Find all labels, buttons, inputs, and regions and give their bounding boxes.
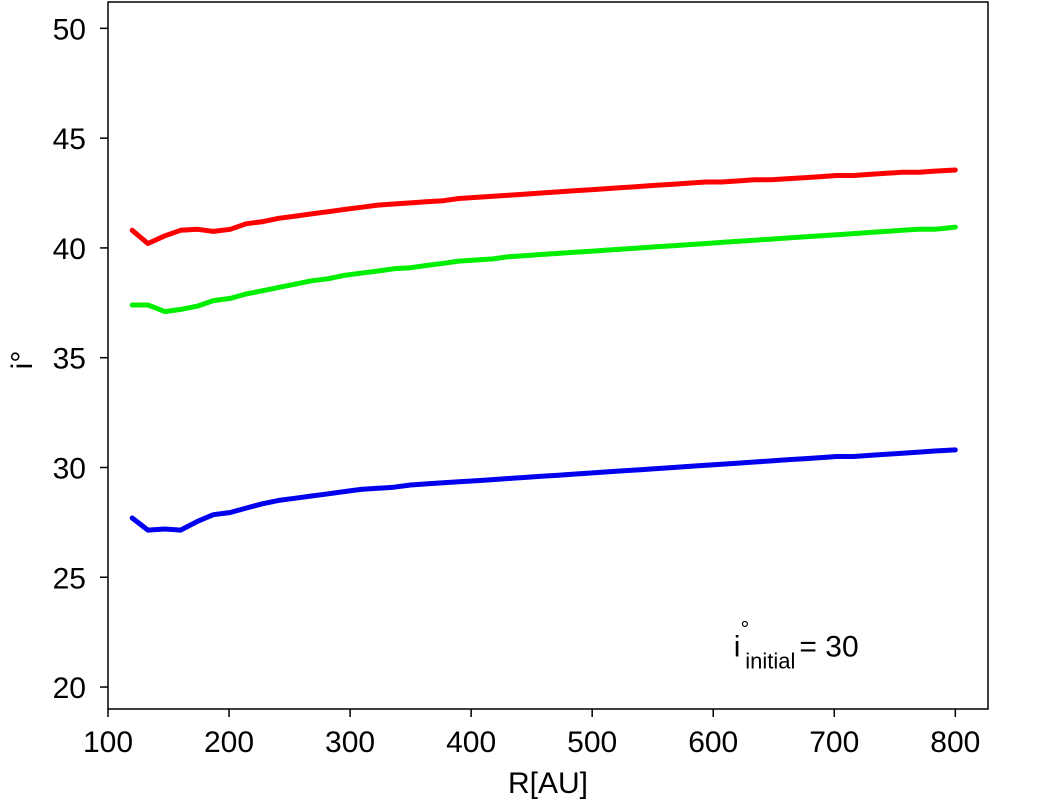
y-axis-title: i° — [6, 351, 39, 370]
annotation-superscript: ° — [740, 616, 749, 641]
series-line-3 — [129, 447, 958, 533]
y-tick-label: 40 — [53, 233, 86, 266]
x-tick-label: 300 — [325, 726, 375, 759]
annotation-text: i° initial = 30 — [734, 616, 859, 673]
annotation-value: = 30 — [799, 630, 858, 663]
plot-frame — [107, 1, 989, 710]
annotation-base: i — [734, 630, 741, 663]
series-line-1 — [129, 167, 958, 246]
y-axis: 20 25 30 35 40 45 50 — [53, 13, 108, 705]
y-tick-label: 30 — [53, 452, 86, 485]
x-tick-label: 200 — [204, 726, 254, 759]
x-tick-label: 100 — [83, 726, 133, 759]
x-tick-label: 500 — [567, 726, 617, 759]
y-tick-label: 50 — [53, 13, 86, 46]
y-tick-label: 35 — [53, 343, 86, 376]
y-tick-label: 45 — [53, 123, 86, 156]
x-tick-label: 800 — [930, 726, 980, 759]
series-line-2 — [129, 224, 958, 315]
x-axis-title: R[AU] — [508, 767, 588, 800]
series-layer — [129, 167, 958, 533]
x-tick-label: 700 — [809, 726, 859, 759]
y-tick-label: 20 — [53, 672, 86, 705]
initial-inclination-annotation: i° initial = 30 — [734, 616, 859, 673]
x-tick-label: 400 — [446, 726, 496, 759]
x-axis: 100 200 300 400 500 600 700 800 — [83, 709, 980, 759]
y-tick-label: 25 — [53, 562, 86, 595]
annotation-subscript: initial — [745, 648, 795, 673]
x-tick-label: 600 — [688, 726, 738, 759]
